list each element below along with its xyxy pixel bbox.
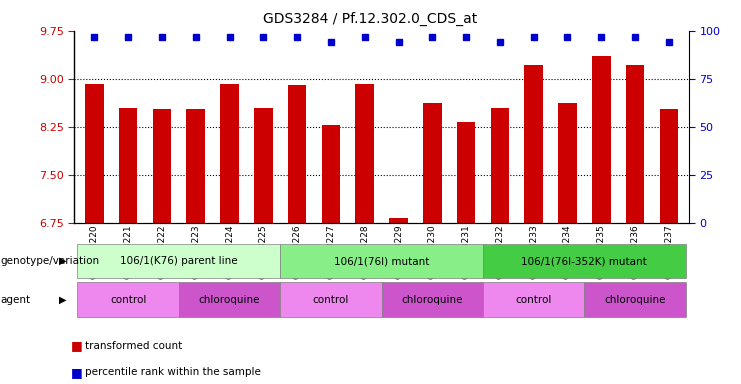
Text: control: control xyxy=(516,295,552,305)
Bar xyxy=(322,126,340,223)
Text: chloroquine: chloroquine xyxy=(605,295,666,305)
Text: agent: agent xyxy=(1,295,31,305)
FancyBboxPatch shape xyxy=(280,282,382,317)
Text: ■: ■ xyxy=(70,339,82,352)
Bar xyxy=(625,65,645,223)
Text: genotype/variation: genotype/variation xyxy=(1,256,100,266)
FancyBboxPatch shape xyxy=(483,244,685,278)
Text: ▶: ▶ xyxy=(59,256,67,266)
Text: 106/1(76I) mutant: 106/1(76I) mutant xyxy=(334,256,429,266)
FancyBboxPatch shape xyxy=(78,282,179,317)
Bar xyxy=(187,109,205,223)
Text: chloroquine: chloroquine xyxy=(199,295,260,305)
Bar xyxy=(220,84,239,223)
Text: ■: ■ xyxy=(70,366,82,379)
Text: chloroquine: chloroquine xyxy=(402,295,463,305)
Text: transformed count: transformed count xyxy=(85,341,182,351)
FancyBboxPatch shape xyxy=(585,282,685,317)
Bar xyxy=(119,108,138,223)
Text: 106/1(76I-352K) mutant: 106/1(76I-352K) mutant xyxy=(522,256,647,266)
Text: control: control xyxy=(313,295,349,305)
Bar xyxy=(389,218,408,223)
Text: ▶: ▶ xyxy=(59,295,67,305)
Text: 106/1(K76) parent line: 106/1(K76) parent line xyxy=(120,256,238,266)
Bar xyxy=(356,84,374,223)
Bar xyxy=(491,108,509,223)
Bar xyxy=(525,65,543,223)
Text: control: control xyxy=(110,295,147,305)
Bar xyxy=(558,103,576,223)
Bar xyxy=(85,84,104,223)
Text: GDS3284 / Pf.12.302.0_CDS_at: GDS3284 / Pf.12.302.0_CDS_at xyxy=(263,12,478,26)
FancyBboxPatch shape xyxy=(382,282,483,317)
Bar xyxy=(456,122,476,223)
Text: percentile rank within the sample: percentile rank within the sample xyxy=(85,367,261,377)
Bar xyxy=(423,103,442,223)
Bar xyxy=(254,108,273,223)
FancyBboxPatch shape xyxy=(280,244,483,278)
FancyBboxPatch shape xyxy=(179,282,280,317)
Bar xyxy=(659,109,678,223)
Bar xyxy=(153,109,171,223)
Bar xyxy=(288,85,307,223)
FancyBboxPatch shape xyxy=(78,244,280,278)
Bar xyxy=(592,56,611,223)
FancyBboxPatch shape xyxy=(483,282,585,317)
